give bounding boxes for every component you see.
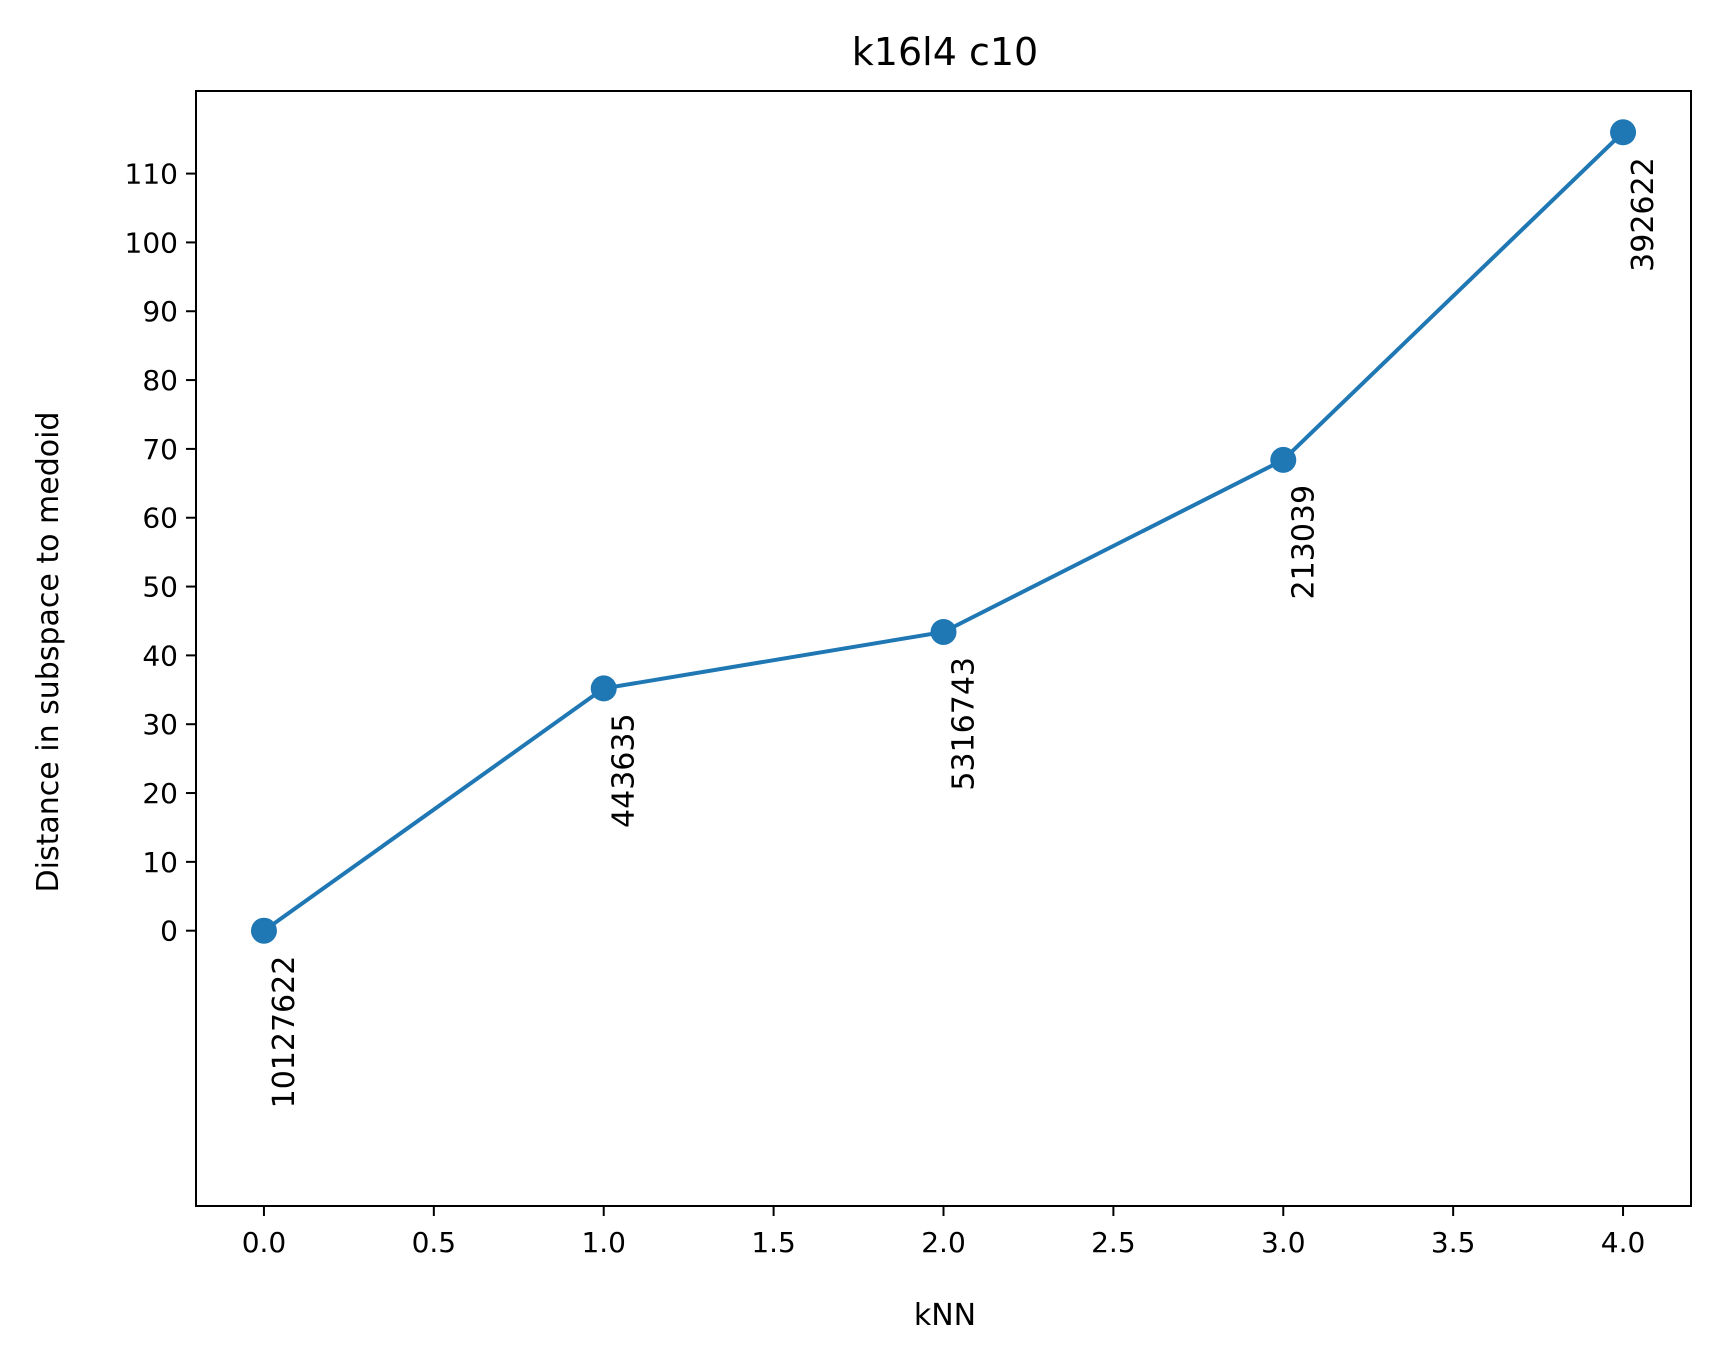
data-point [1610,119,1637,146]
y-tick-label: 60 [142,502,178,535]
y-tick-label: 100 [125,226,178,259]
y-tick-label: 30 [142,708,178,741]
x-axis-label: kNN [914,1298,976,1333]
y-tick-label: 90 [142,295,178,328]
y-tick-label: 0 [160,915,178,948]
x-tick-label: 2.5 [1091,1226,1136,1259]
y-tick-label: 10 [142,846,178,879]
plot-area: 0.0 0.5 1.0 1.5 2.0 2.5 3.0 3.5 4.0 0 10 20 30 40 50 60… [125,90,1692,1259]
x-tick-label: 0.5 [412,1226,457,1259]
x-tick-label: 1.5 [751,1226,796,1259]
data-point-label: 392622 [1626,157,1661,272]
x-tick-label: 4.0 [1601,1226,1646,1259]
data-point [590,675,617,702]
x-tick-label: 3.5 [1431,1226,1476,1259]
chart-title: k16l4 c10 [852,30,1038,74]
y-tick-label: 20 [142,777,178,810]
y-tick-label: 70 [142,433,178,466]
x-tick-label: 1.0 [581,1226,626,1259]
y-tick-label: 80 [142,364,178,397]
x-tick-label: 2.0 [921,1226,966,1259]
data-point [930,618,957,645]
data-point-label: 213039 [1286,485,1321,600]
data-point [1270,446,1297,473]
y-tick-label: 50 [142,571,178,604]
x-tick-label: 3.0 [1261,1226,1306,1259]
data-point-label: 443635 [607,713,642,828]
y-axis-label: Distance in subspace to medoid [31,412,66,893]
y-tick-label: 110 [125,158,178,191]
data-point [250,917,277,944]
y-tick-label: 40 [142,639,178,672]
data-point-label: 10127622 [267,956,302,1109]
axes-frame [195,90,1692,1207]
data-point-label: 5316743 [947,657,982,791]
x-tick-label: 0.0 [242,1226,287,1259]
